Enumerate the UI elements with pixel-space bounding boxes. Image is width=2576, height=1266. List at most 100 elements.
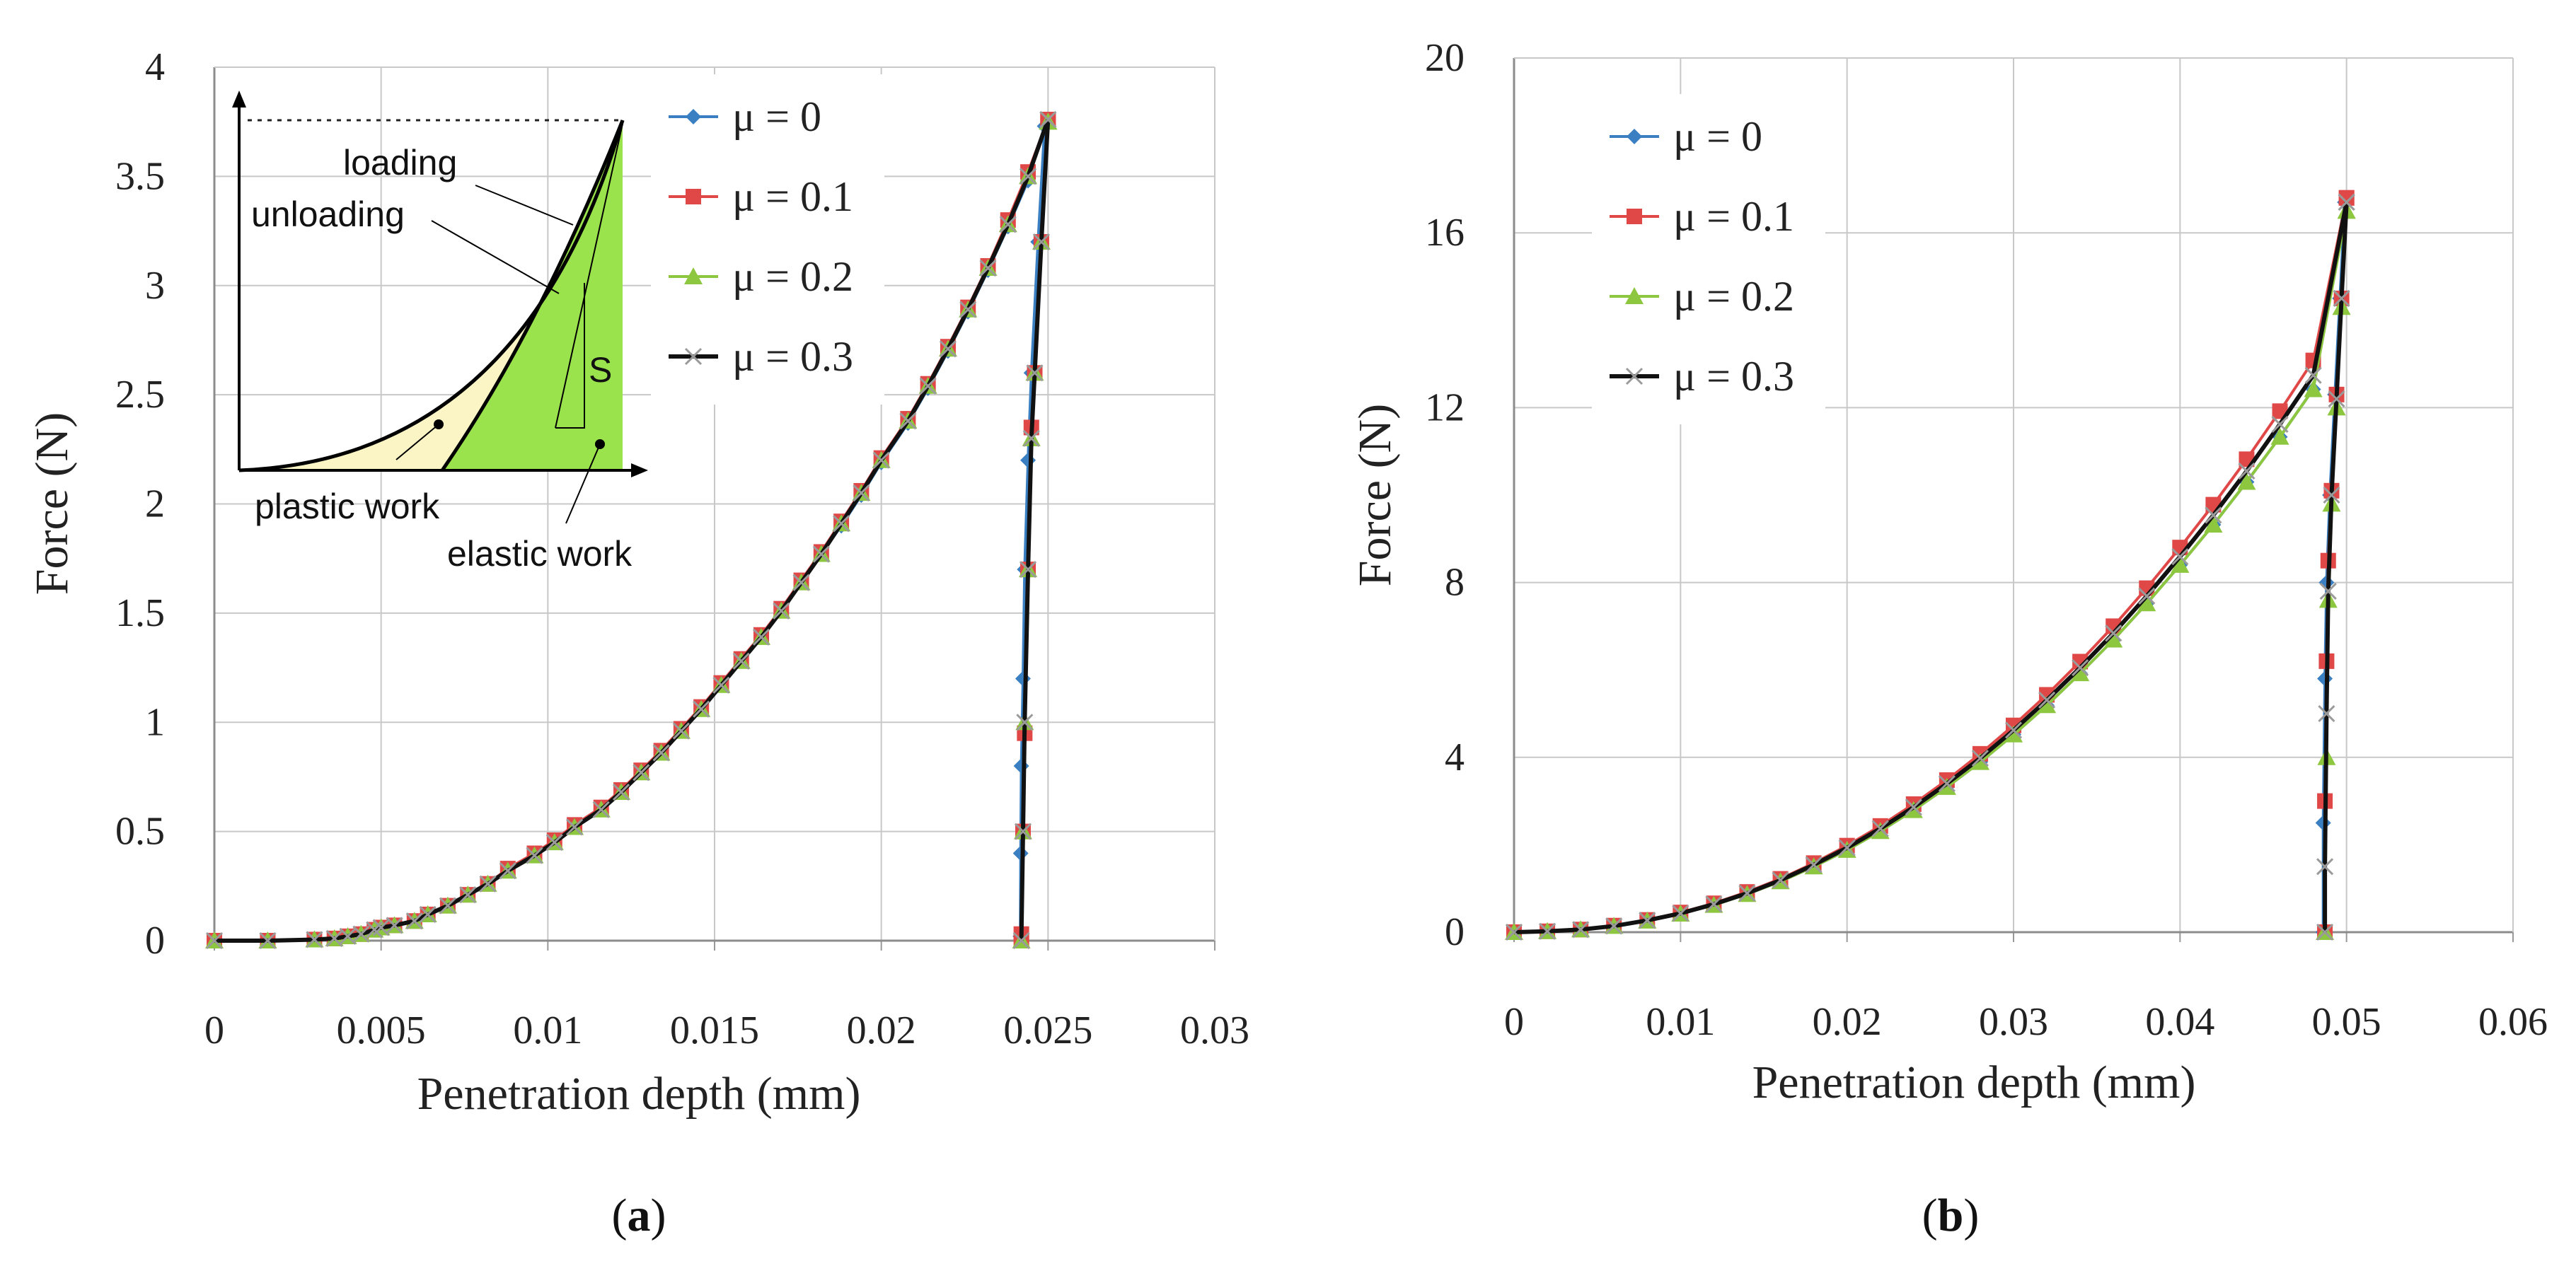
chart-a-series-3-point	[812, 545, 830, 563]
chart-b-series-3-point	[2318, 704, 2335, 723]
chart-b-series-3-point	[1639, 912, 1656, 929]
chart-b-series-3-point	[1938, 774, 1956, 792]
chart-a-legend-marker-2	[684, 267, 703, 284]
svg-text:(a): (a)	[612, 1190, 666, 1241]
chart-b-series-3-point	[2271, 415, 2289, 433]
chart-a-series-3-point	[1019, 168, 1037, 185]
inset-unloading-label: unloading	[251, 194, 405, 234]
chart-b-series-2-point	[2104, 630, 2123, 648]
inset-elastic-work-label: elastic work	[447, 534, 633, 574]
chart-b-x-tick-label: 0.06	[2478, 1000, 2548, 1044]
chart-a-series-3-point	[526, 847, 543, 864]
chart-a-series-3-point	[959, 301, 977, 318]
chart-b-y-tick-label: 8	[1445, 561, 1465, 605]
chart-b-series-2-point	[1937, 777, 1956, 795]
chart-a-series-2-loading-line	[214, 121, 1050, 942]
chart-b-series-3-point	[1705, 895, 1723, 913]
chart-a-legend-label-3: μ = 0.3	[732, 333, 853, 380]
chart-b-series-2-point	[1970, 753, 1989, 770]
chart-a-series-3-point	[386, 917, 403, 934]
chart-b-y-tick-label: 16	[1425, 211, 1465, 255]
chart-a-x-tick-label: 0.03	[1180, 1009, 1249, 1052]
chart-b-x-tick-label: 0	[1504, 1000, 1524, 1044]
chart-b-series-3-point	[2328, 390, 2345, 408]
chart-a-series-3-point	[1022, 429, 1040, 447]
chart-a-x-tick-label: 0.02	[847, 1009, 916, 1052]
chart-a-y-tick-label: 2	[145, 482, 165, 526]
chart-b-series-3-point	[2338, 193, 2355, 211]
chart-b-series-2-point	[2237, 472, 2256, 490]
chart-a-series-3-point	[439, 897, 456, 914]
chart-a-series-3	[205, 111, 1057, 950]
chart-b-series-3-point	[2138, 587, 2156, 605]
chart-a-series-3-point	[479, 875, 497, 893]
chart-a-inset-diagram: loading unloading S plastic work elastic…	[232, 91, 648, 574]
chart-a-series-3-point	[712, 676, 730, 694]
chart-b-legend-marker-3	[1625, 367, 1644, 385]
chart-b-legend-marker-0	[1627, 129, 1642, 144]
chart-b-x-tick-label: 0.04	[2145, 1000, 2214, 1044]
chart-a-series-3-point	[612, 783, 630, 801]
chart-a-panel-label: (a)	[612, 1190, 666, 1241]
inset-elastic-work-area	[442, 120, 623, 470]
chart-a-series-0-point	[1020, 452, 1036, 468]
panel-b-letter: b	[1938, 1190, 1964, 1241]
chart-a: 0 0.005 0.01 0.015 0.02 0.025 0.03 0 0.5 1 1.5 2 2.5…	[26, 45, 1249, 1241]
chart-b-series-3-point	[2038, 691, 2056, 709]
chart-a-x-axis-label: Penetration depth (mm)	[417, 1068, 861, 1120]
chart-b-series-3-point	[2323, 486, 2340, 504]
chart-a-series-0-point	[1013, 758, 1029, 774]
inset-unloading-leader	[431, 220, 560, 294]
chart-b-series-3-point	[1805, 856, 1823, 873]
chart-b-series-3-point	[2205, 506, 2222, 524]
chart-b-y-tick-label: 20	[1425, 36, 1465, 80]
chart-b-series-3-point	[2316, 923, 2334, 941]
chart-b: 0 0.01 0.02 0.03 0.04 0.05 0.06 0 4 8 12 16 20 μ = 0…	[1349, 36, 2548, 1241]
chart-a-y-tick-label: 4	[145, 45, 165, 89]
chart-a-series-3-unloading-line	[1019, 119, 1051, 941]
chart-b-series-3-point	[2105, 625, 2122, 642]
svg-text:(b): (b)	[1922, 1190, 1980, 1241]
chart-b-series-3-point	[1971, 749, 1989, 767]
chart-b-series-3-point	[1871, 820, 1889, 837]
chart-b-y-tick-label: 4	[1445, 736, 1465, 779]
chart-a-series-3-point	[545, 833, 563, 852]
chart-a-legend-label-1: μ = 0.1	[732, 173, 853, 220]
chart-b-series-3-point	[1905, 798, 1922, 816]
chart-a-series-2	[205, 112, 1058, 948]
chart-b-x-axis-label: Penetration depth (mm)	[1752, 1057, 2196, 1108]
chart-b-series-3-point	[1672, 905, 1690, 922]
chart-a-series-1-loading-line	[214, 119, 1050, 942]
chart-b-series	[1505, 190, 2356, 941]
chart-b-series-3-point	[1539, 922, 1556, 940]
chart-a-x-tick-label: 0	[204, 1009, 224, 1052]
chart-a-legend-marker-0	[686, 109, 701, 124]
chart-a-series-3-loading-line	[214, 119, 1051, 943]
inset-loading-label: loading	[343, 143, 457, 182]
chart-a-y-tick-label: 1.5	[115, 591, 165, 635]
chart-b-x-tick-label: 0.01	[1646, 1000, 1715, 1044]
chart-b-series-3-point	[1605, 917, 1623, 935]
chart-a-series-3-point	[306, 931, 323, 948]
chart-b-series-1-point	[2338, 190, 2355, 206]
chart-a-x-tick-label: 0.005	[337, 1009, 426, 1052]
chart-a-series-3-point	[565, 818, 584, 836]
inset-y-arrow-icon	[232, 91, 246, 108]
chart-a-series-0-point	[1015, 670, 1031, 687]
chart-b-series-3-point	[2072, 659, 2089, 677]
chart-a-series-3-point	[672, 722, 690, 740]
chart-b-x-tick-label: 0.02	[1813, 1000, 1882, 1044]
inset-plastic-work-label: plastic work	[255, 487, 440, 526]
chart-b-series-2-point	[2038, 696, 2057, 714]
chart-a-series-3-point	[405, 912, 423, 930]
chart-a-series-3-point	[205, 931, 224, 950]
chart-b-legend-label-1: μ = 0.1	[1673, 193, 1794, 240]
chart-a-x-tick-label: 0.015	[670, 1009, 759, 1052]
chart-a-series-3-point	[773, 602, 790, 620]
chart-a-series-3-point	[1026, 364, 1044, 382]
chart-a-series-3-point	[833, 515, 850, 533]
chart-a-series	[205, 111, 1058, 950]
chart-a-series-3-point	[752, 628, 770, 646]
chart-a-y-tick-label: 0	[145, 919, 165, 963]
